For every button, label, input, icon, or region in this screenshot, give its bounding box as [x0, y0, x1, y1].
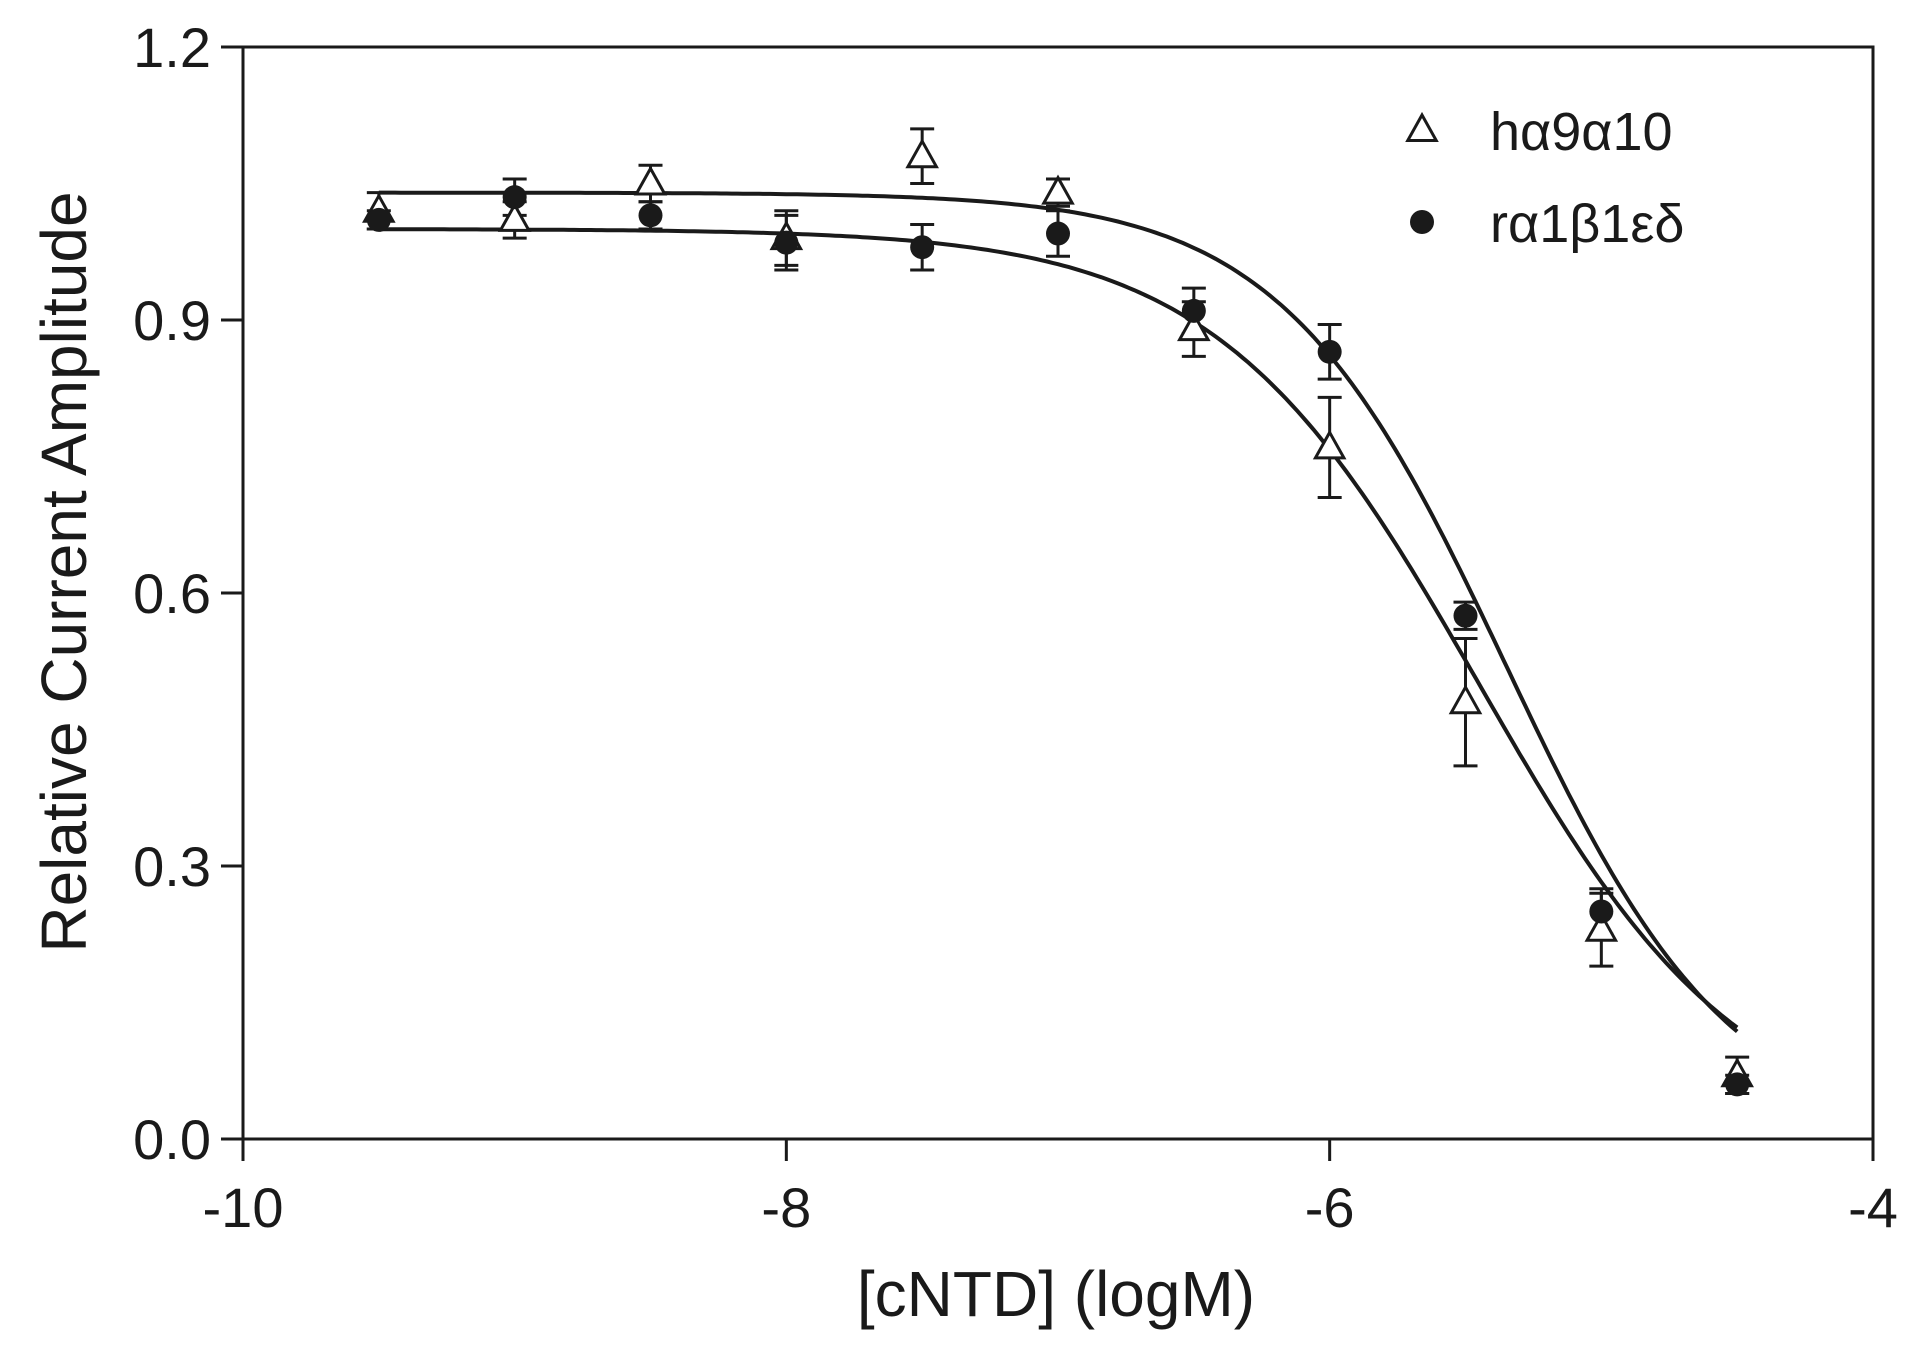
triangle-point — [1584, 911, 1619, 942]
fit-curve — [378, 227, 1739, 1030]
x-axis-title: [cNTD] (logM) — [857, 1258, 1255, 1330]
fit-curves — [378, 190, 1739, 1034]
legend-triangle-marker — [1405, 111, 1439, 142]
y-tick-label: 0.0 — [133, 1108, 211, 1171]
tick-labels: 0.0 0.3 0.6 0.9 1.2 -10 -8 -6 -4 — [133, 16, 1898, 1239]
x-tick-label: -6 — [1305, 1176, 1355, 1239]
triangle-point — [1041, 174, 1075, 205]
triangle-point — [497, 201, 532, 232]
triangle-point — [1312, 429, 1347, 460]
legend-label: hα9α10 — [1490, 102, 1673, 162]
y-tick-label: 1.2 — [133, 16, 211, 79]
triangle-point — [1177, 311, 1211, 342]
circle-point — [638, 203, 663, 228]
circle-point — [1046, 221, 1070, 246]
y-tick-label: 0.6 — [133, 562, 211, 625]
legend-circle-marker — [1410, 210, 1434, 234]
circle-point — [1589, 899, 1614, 924]
plot-axes — [221, 45, 1875, 1161]
triangle-point — [905, 138, 939, 169]
triangle-point — [1448, 684, 1483, 715]
x-tick-label: -10 — [203, 1176, 284, 1239]
triangle-point — [633, 165, 668, 196]
y-tick-label: 0.9 — [133, 289, 211, 352]
fit-curve — [378, 190, 1739, 1034]
circle-point — [1317, 339, 1342, 364]
circle-point — [774, 230, 799, 255]
circle-point — [1453, 603, 1478, 628]
y-axis-title: Relative Current Amplitude — [28, 191, 100, 952]
legend: hα9α10 rα1β1εδ — [1405, 102, 1684, 254]
y-tick-label: 0.3 — [133, 835, 211, 898]
error-bars — [366, 127, 1750, 1095]
circle-point — [502, 185, 527, 210]
data-markers — [362, 138, 1754, 1097]
x-tick-label: -4 — [1848, 1176, 1898, 1239]
circle-point — [1181, 298, 1206, 323]
circle-point — [910, 235, 935, 260]
circle-point — [366, 207, 391, 232]
x-tick-label: -8 — [761, 1176, 811, 1239]
legend-label: rα1β1εδ — [1490, 194, 1684, 254]
circle-point — [1725, 1072, 1750, 1097]
